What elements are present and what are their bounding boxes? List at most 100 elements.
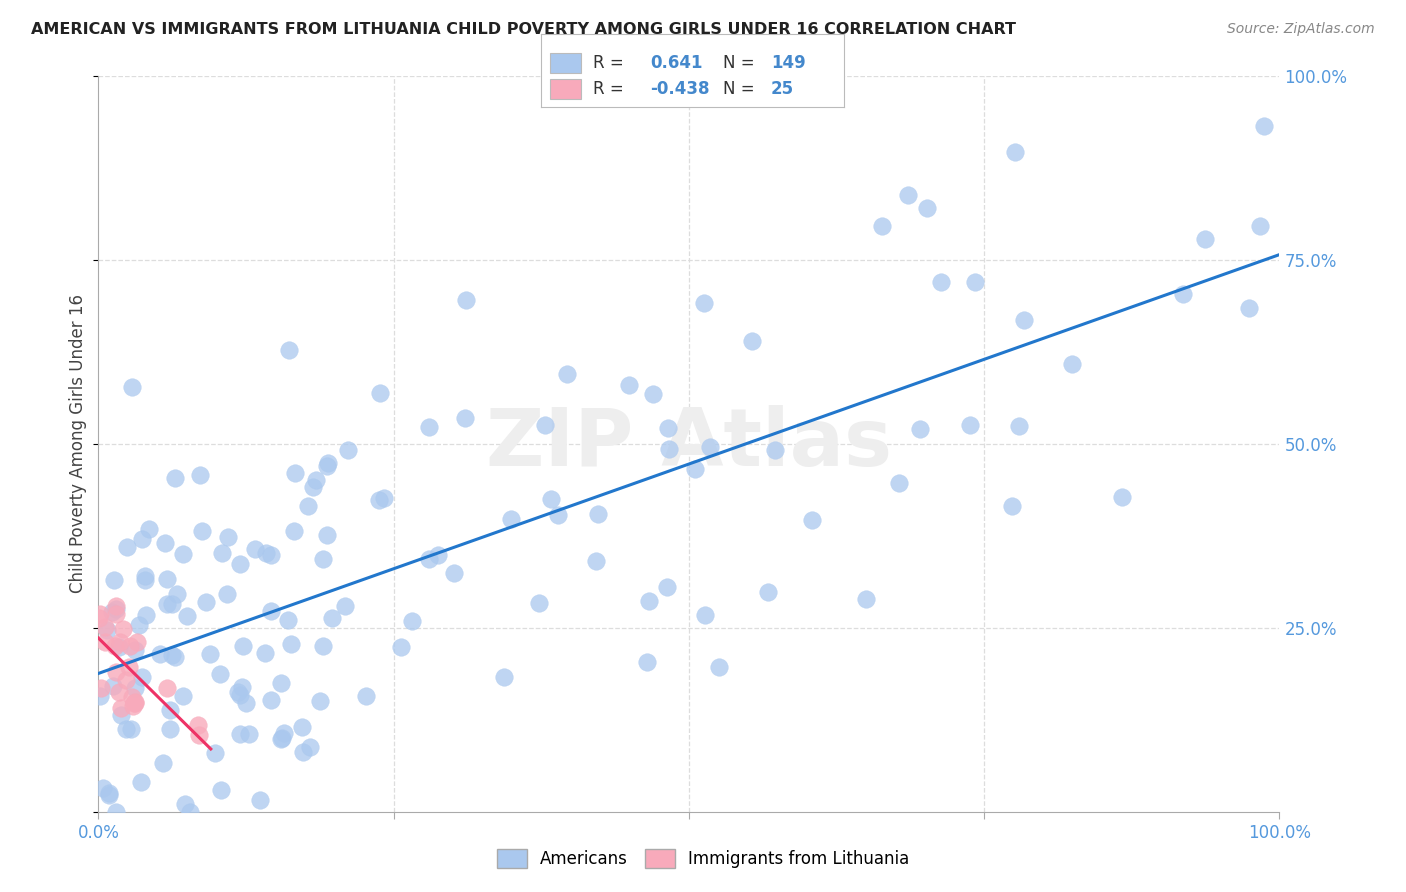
Point bbox=[260, 693, 283, 707]
Point bbox=[534, 418, 557, 433]
Point bbox=[243, 542, 266, 557]
Point bbox=[112, 622, 135, 636]
Point bbox=[312, 639, 335, 653]
Point bbox=[917, 201, 939, 215]
Point bbox=[278, 343, 301, 357]
Point bbox=[156, 572, 179, 586]
Point bbox=[108, 635, 131, 649]
Point bbox=[643, 387, 665, 401]
Point bbox=[156, 681, 179, 695]
Point bbox=[1249, 219, 1271, 233]
Point bbox=[699, 440, 721, 454]
Point bbox=[527, 596, 550, 610]
Legend: Americans, Immigrants from Lithuania: Americans, Immigrants from Lithuania bbox=[491, 842, 915, 875]
Point bbox=[619, 378, 641, 392]
Text: 149: 149 bbox=[770, 54, 806, 72]
Point bbox=[117, 540, 139, 554]
Point bbox=[211, 546, 233, 560]
Point bbox=[418, 420, 440, 434]
Point bbox=[443, 566, 465, 580]
Point bbox=[156, 597, 179, 611]
Point bbox=[138, 522, 160, 536]
Point bbox=[160, 597, 183, 611]
Point bbox=[121, 690, 143, 704]
Point bbox=[368, 385, 391, 400]
Point bbox=[110, 701, 132, 715]
Point bbox=[707, 660, 730, 674]
Point bbox=[98, 788, 121, 802]
Point bbox=[418, 552, 440, 566]
Point bbox=[104, 640, 127, 654]
Point bbox=[585, 554, 607, 568]
Point bbox=[103, 679, 125, 693]
Point bbox=[305, 473, 328, 487]
Point bbox=[1060, 357, 1083, 371]
Point bbox=[209, 782, 232, 797]
Point bbox=[555, 367, 578, 381]
Point bbox=[368, 493, 391, 508]
Point bbox=[229, 688, 252, 702]
Point bbox=[800, 513, 823, 527]
Point bbox=[426, 548, 449, 562]
Point bbox=[165, 471, 187, 485]
Point bbox=[228, 557, 250, 571]
Point bbox=[104, 599, 127, 614]
Point bbox=[1111, 490, 1133, 504]
Point bbox=[1012, 313, 1035, 327]
Text: ZIP Atlas: ZIP Atlas bbox=[486, 405, 891, 483]
Point bbox=[148, 647, 170, 661]
Text: AMERICAN VS IMMIGRANTS FROM LITHUANIA CHILD POVERTY AMONG GIRLS UNDER 16 CORRELA: AMERICAN VS IMMIGRANTS FROM LITHUANIA CH… bbox=[31, 22, 1017, 37]
Point bbox=[125, 635, 148, 649]
Point bbox=[231, 680, 253, 694]
Point bbox=[870, 219, 893, 234]
Point bbox=[124, 643, 146, 657]
Point bbox=[260, 604, 283, 618]
Point bbox=[118, 639, 141, 653]
Point bbox=[172, 690, 194, 704]
Point bbox=[124, 696, 146, 710]
Point bbox=[292, 745, 315, 759]
Point bbox=[118, 660, 141, 674]
Y-axis label: Child Poverty Among Girls Under 16: Child Poverty Among Girls Under 16 bbox=[69, 294, 87, 593]
Point bbox=[96, 623, 118, 637]
Point bbox=[270, 732, 292, 747]
Point bbox=[179, 805, 201, 819]
Point bbox=[316, 456, 339, 470]
Point bbox=[336, 442, 359, 457]
Point bbox=[683, 462, 706, 476]
Point bbox=[389, 640, 412, 654]
Point bbox=[756, 585, 779, 599]
Point bbox=[270, 676, 292, 690]
Point bbox=[897, 188, 920, 202]
Point bbox=[90, 681, 112, 696]
Point bbox=[124, 681, 146, 696]
Point bbox=[1008, 419, 1031, 434]
Text: Source: ZipAtlas.com: Source: ZipAtlas.com bbox=[1227, 22, 1375, 37]
Point bbox=[121, 380, 143, 394]
Point bbox=[131, 775, 153, 789]
Point bbox=[741, 334, 763, 349]
Point bbox=[172, 547, 194, 561]
Point bbox=[494, 670, 516, 684]
Point bbox=[152, 756, 174, 770]
Point bbox=[229, 727, 252, 741]
Point bbox=[315, 458, 337, 473]
Point bbox=[165, 649, 187, 664]
Point bbox=[104, 607, 127, 622]
Point bbox=[188, 728, 211, 742]
Text: -0.438: -0.438 bbox=[650, 79, 710, 98]
Point bbox=[309, 694, 332, 708]
Point bbox=[131, 532, 153, 546]
Point bbox=[128, 618, 150, 632]
Point bbox=[889, 475, 911, 490]
Point bbox=[453, 410, 475, 425]
Point bbox=[658, 442, 681, 456]
Point bbox=[1171, 287, 1194, 301]
Point bbox=[174, 797, 197, 811]
Point bbox=[195, 595, 218, 609]
Point bbox=[254, 646, 277, 660]
Point bbox=[1194, 232, 1216, 246]
Point bbox=[1237, 301, 1260, 315]
Point bbox=[153, 536, 176, 550]
Point bbox=[254, 546, 277, 560]
